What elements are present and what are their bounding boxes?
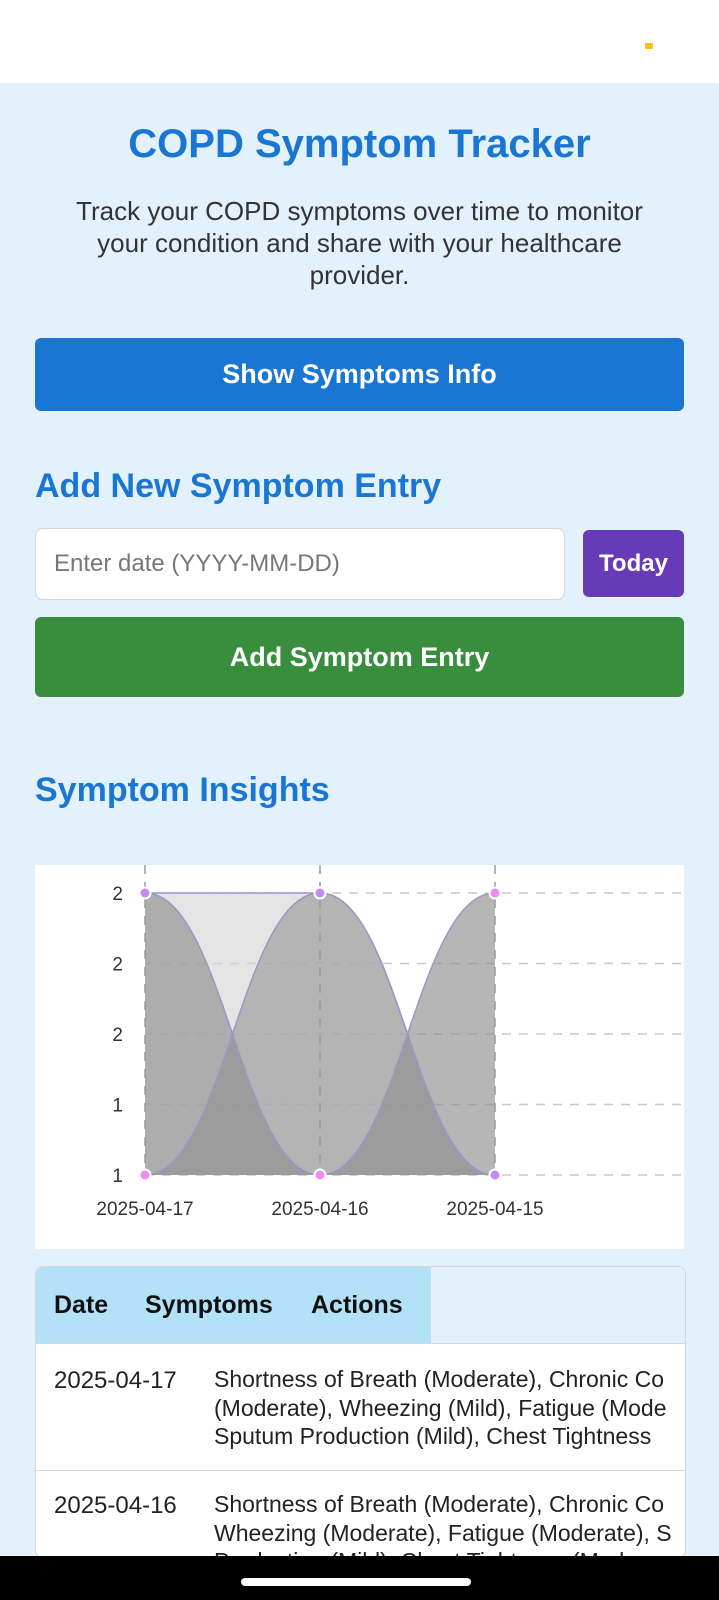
- add-entry-section-title: Add New Symptom Entry: [35, 467, 442, 505]
- x-tick-label: 2025-04-15: [446, 1199, 543, 1220]
- symptom-line: Shortness of Breath (Moderate), Chronic …: [214, 1366, 664, 1392]
- status-bar: [0, 0, 719, 83]
- row-date: 2025-04-16: [54, 1492, 177, 1519]
- table-header-cells: Date Symptoms Actions: [36, 1267, 431, 1343]
- y-tick-label: 1: [112, 1096, 123, 1117]
- data-point: [138, 886, 152, 900]
- y-tick-label: 2: [112, 884, 123, 905]
- table-header: Date Symptoms Actions: [36, 1267, 685, 1344]
- series-line: [145, 892, 496, 1176]
- x-tick-label: 2025-04-17: [96, 1199, 193, 1220]
- symptom-chart-svg: 2 2 2 1 1 2025-04-17 2025-04-16 2025-04-15: [96, 865, 684, 1220]
- insights-section-title: Symptom Insights: [35, 771, 330, 809]
- table-row: 2025-04-17 Shortness of Breath (Moderate…: [36, 1344, 685, 1471]
- table-row: 2025-04-16 Shortness of Breath (Moderate…: [36, 1471, 685, 1557]
- y-tick-label: 1: [112, 1166, 123, 1187]
- x-tick-label: 2025-04-16: [271, 1199, 368, 1220]
- header-date: Date: [54, 1291, 109, 1319]
- series-area: [145, 893, 495, 1175]
- notification-icon: [645, 43, 653, 49]
- y-tick-label: 2: [112, 1025, 123, 1046]
- row-symptoms: Shortness of Breath (Moderate), Chronic …: [214, 1490, 685, 1557]
- symptom-line: (Moderate), Wheezing (Mild), Fatigue (Mo…: [214, 1394, 667, 1421]
- page-subtitle: Track your COPD symptoms over time to mo…: [76, 196, 643, 290]
- symptom-table: Date Symptoms Actions 2025-04-17 Shortne…: [35, 1266, 686, 1558]
- home-gesture-handle[interactable]: [241, 1578, 471, 1586]
- show-symptoms-info-button[interactable]: Show Symptoms Info: [35, 338, 684, 411]
- symptom-line: Shortness of Breath (Moderate), Chronic …: [214, 1491, 664, 1517]
- row-date: 2025-04-17: [54, 1367, 177, 1394]
- page-title: COPD Symptom Tracker: [128, 122, 591, 166]
- data-point: [488, 1168, 502, 1182]
- header-symptoms: Symptoms: [145, 1291, 273, 1319]
- symptom-chart: 2 2 2 1 1 2025-04-17 2025-04-16 2025-04-15: [35, 865, 684, 1249]
- symptom-line: Production (Mild), Chest Tightness (Mode…: [214, 1547, 685, 1557]
- symptom-line: Wheezing (Moderate), Fatigue (Moderate),…: [214, 1519, 672, 1546]
- data-point: [313, 1168, 327, 1182]
- date-input[interactable]: [35, 528, 565, 600]
- y-tick-label: 2: [112, 955, 123, 976]
- data-point: [488, 886, 502, 900]
- data-point: [138, 1168, 152, 1182]
- data-point: [313, 886, 327, 900]
- add-symptom-entry-button[interactable]: Add Symptom Entry: [35, 617, 684, 697]
- row-symptoms: Shortness of Breath (Moderate), Chronic …: [214, 1365, 685, 1451]
- header-actions: Actions: [311, 1291, 403, 1319]
- today-button[interactable]: Today: [583, 530, 684, 597]
- symptom-line: Sputum Production (Mild), Chest Tightnes…: [214, 1423, 652, 1449]
